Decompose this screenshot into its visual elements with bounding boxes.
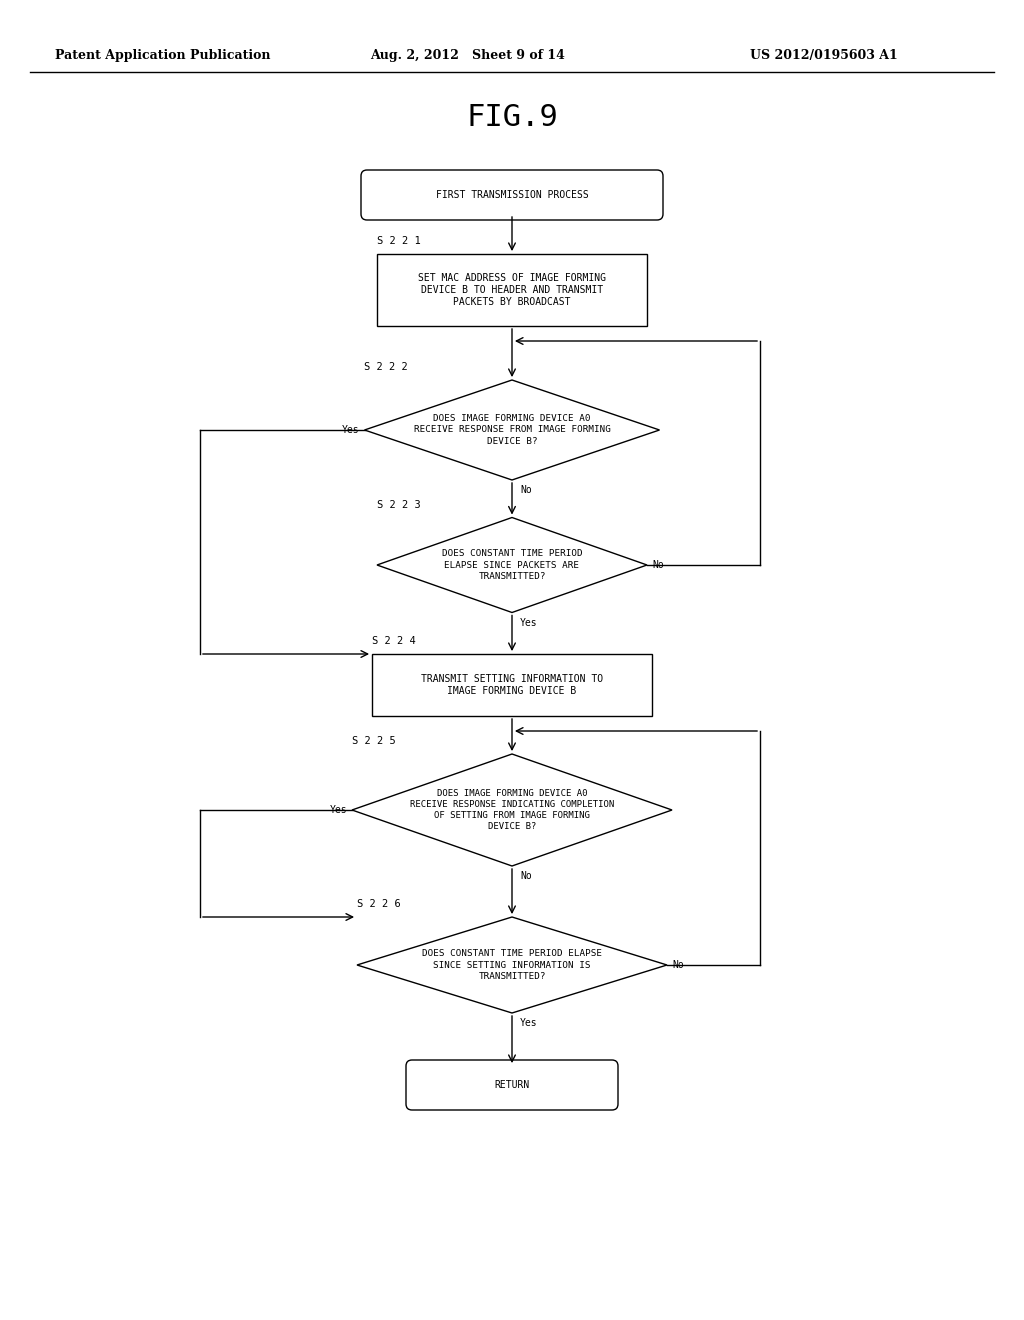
Text: FIG.9: FIG.9 <box>466 103 558 132</box>
Text: S 2 2 6: S 2 2 6 <box>357 899 400 909</box>
Text: Yes: Yes <box>520 618 538 627</box>
Polygon shape <box>365 380 659 480</box>
Text: Aug. 2, 2012   Sheet 9 of 14: Aug. 2, 2012 Sheet 9 of 14 <box>370 49 565 62</box>
Text: S 2 2 2: S 2 2 2 <box>365 362 409 372</box>
Text: Yes: Yes <box>330 805 347 814</box>
FancyBboxPatch shape <box>361 170 663 220</box>
Text: No: No <box>652 560 664 570</box>
Polygon shape <box>352 754 672 866</box>
Text: Yes: Yes <box>342 425 359 436</box>
Text: DOES CONSTANT TIME PERIOD
ELAPSE SINCE PACKETS ARE
TRANSMITTED?: DOES CONSTANT TIME PERIOD ELAPSE SINCE P… <box>441 549 583 581</box>
Text: Yes: Yes <box>520 1018 538 1028</box>
Text: RETURN: RETURN <box>495 1080 529 1090</box>
FancyBboxPatch shape <box>406 1060 618 1110</box>
Text: DOES IMAGE FORMING DEVICE A0
RECEIVE RESPONSE INDICATING COMPLETION
OF SETTING F: DOES IMAGE FORMING DEVICE A0 RECEIVE RES… <box>410 789 614 832</box>
Text: FIRST TRANSMISSION PROCESS: FIRST TRANSMISSION PROCESS <box>435 190 589 201</box>
Polygon shape <box>357 917 667 1012</box>
Text: S 2 2 5: S 2 2 5 <box>352 737 395 746</box>
Text: No: No <box>672 960 684 970</box>
Text: SET MAC ADDRESS OF IMAGE FORMING
DEVICE B TO HEADER AND TRANSMIT
PACKETS BY BROA: SET MAC ADDRESS OF IMAGE FORMING DEVICE … <box>418 273 606 308</box>
Text: DOES IMAGE FORMING DEVICE A0
RECEIVE RESPONSE FROM IMAGE FORMING
DEVICE B?: DOES IMAGE FORMING DEVICE A0 RECEIVE RES… <box>414 414 610 446</box>
Bar <box>372 653 652 715</box>
Polygon shape <box>377 517 647 612</box>
Text: Patent Application Publication: Patent Application Publication <box>55 49 270 62</box>
Text: No: No <box>520 484 531 495</box>
Text: TRANSMIT SETTING INFORMATION TO
IMAGE FORMING DEVICE B: TRANSMIT SETTING INFORMATION TO IMAGE FO… <box>421 673 603 696</box>
Text: US 2012/0195603 A1: US 2012/0195603 A1 <box>750 49 898 62</box>
Text: DOES CONSTANT TIME PERIOD ELAPSE
SINCE SETTING INFORMATION IS
TRANSMITTED?: DOES CONSTANT TIME PERIOD ELAPSE SINCE S… <box>422 949 602 981</box>
Text: S 2 2 1: S 2 2 1 <box>377 236 421 246</box>
Text: S 2 2 4: S 2 2 4 <box>372 636 416 645</box>
Text: No: No <box>520 871 531 880</box>
Text: S 2 2 3: S 2 2 3 <box>377 499 421 510</box>
Bar <box>377 253 647 326</box>
